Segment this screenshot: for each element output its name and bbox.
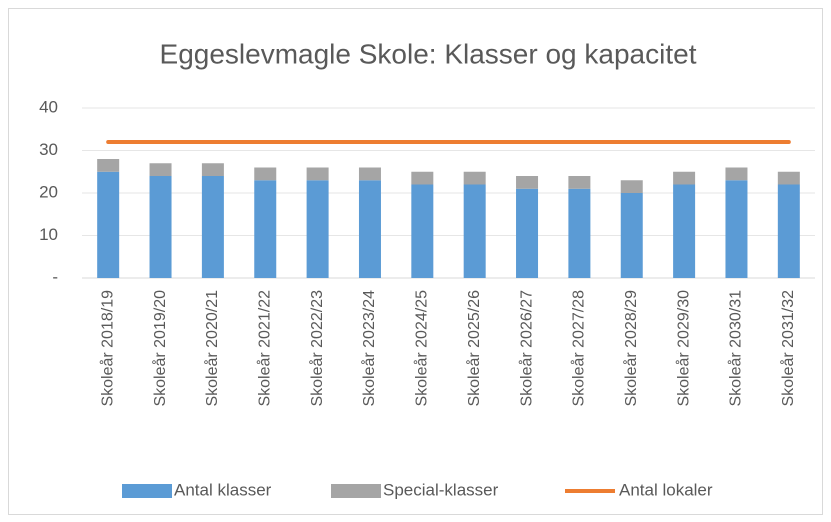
x-tick-label: Skoleår 2027/28	[570, 290, 588, 407]
x-tick-label: Skoleår 2021/22	[255, 290, 273, 407]
legend-label: Special-klasser	[383, 480, 499, 499]
bar	[777, 171, 800, 185]
x-tick-label: Skoleår 2023/24	[360, 290, 378, 407]
bar	[306, 167, 329, 181]
bar	[568, 188, 591, 278]
bar	[725, 167, 748, 181]
bar	[201, 176, 224, 278]
y-tick-label: -	[52, 267, 58, 286]
bar	[97, 159, 120, 172]
bar	[411, 184, 434, 278]
bar	[97, 171, 120, 278]
bar	[411, 171, 434, 185]
x-tick-label: Skoleår 2025/26	[465, 290, 483, 407]
bar	[673, 171, 696, 185]
bar	[620, 180, 643, 193]
y-tick-label: 20	[39, 182, 58, 201]
x-tick-label: Skoleår 2026/27	[517, 290, 535, 407]
bar	[306, 180, 329, 278]
x-tick-label: Skoleår 2029/30	[674, 290, 692, 407]
bar	[149, 176, 172, 278]
bar	[358, 180, 381, 278]
bar	[463, 184, 486, 278]
chart-title: Eggeslevmagle Skole: Klasser og kapacite…	[160, 38, 697, 69]
bar	[516, 176, 539, 189]
bar	[568, 176, 591, 189]
y-tick-label: 10	[39, 225, 58, 244]
bar	[201, 163, 224, 176]
bar	[463, 171, 486, 185]
x-tick-label: Skoleår 2020/21	[203, 290, 221, 407]
bar	[777, 184, 800, 278]
x-tick-label: Skoleår 2018/19	[98, 290, 116, 407]
bar	[725, 180, 748, 278]
legend-label: Antal lokaler	[619, 480, 713, 499]
legend-label: Antal klasser	[174, 480, 272, 499]
x-tick-label: Skoleår 2022/23	[308, 290, 326, 407]
bar	[254, 180, 277, 278]
x-tick-label: Skoleår 2031/32	[779, 290, 797, 407]
legend-swatch	[122, 484, 172, 498]
bar	[254, 167, 277, 181]
x-tick-label: Skoleår 2019/20	[151, 290, 169, 407]
bar	[358, 167, 381, 181]
x-tick-label: Skoleår 2028/29	[622, 290, 640, 407]
bar	[516, 188, 539, 278]
bar	[673, 184, 696, 278]
y-tick-label: 40	[39, 97, 58, 116]
x-tick-label: Skoleår 2030/31	[727, 290, 745, 407]
bar	[620, 193, 643, 278]
bar	[149, 163, 172, 176]
y-tick-label: 30	[39, 140, 58, 159]
x-tick-label: Skoleår 2024/25	[413, 290, 431, 407]
legend-swatch	[331, 484, 381, 498]
